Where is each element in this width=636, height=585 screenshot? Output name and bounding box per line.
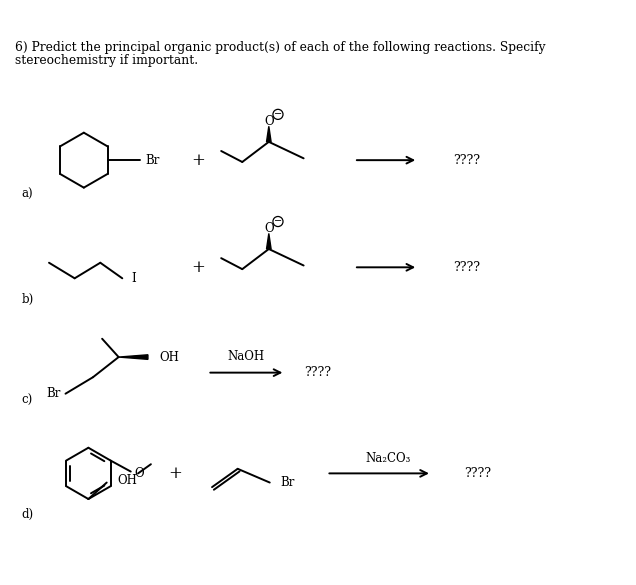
Text: OH: OH xyxy=(118,474,137,487)
Text: O: O xyxy=(264,222,273,235)
Text: Br: Br xyxy=(280,476,295,489)
Text: O: O xyxy=(134,467,144,480)
Text: ????: ???? xyxy=(453,261,480,274)
Text: −: − xyxy=(274,110,282,119)
Text: I: I xyxy=(132,272,136,285)
Text: −: − xyxy=(274,217,282,226)
Text: Br: Br xyxy=(145,154,160,167)
Text: NaOH: NaOH xyxy=(228,350,265,363)
Text: Na₂CO₃: Na₂CO₃ xyxy=(366,452,411,465)
Text: +: + xyxy=(191,152,205,168)
Text: ????: ???? xyxy=(464,467,491,480)
Polygon shape xyxy=(266,233,271,249)
Text: b): b) xyxy=(22,293,34,306)
Text: stereochemistry if important.: stereochemistry if important. xyxy=(15,54,198,67)
Text: Br: Br xyxy=(46,387,61,400)
Text: ????: ???? xyxy=(304,366,331,379)
Text: 6) Predict the principal organic product(s) of each of the following reactions. : 6) Predict the principal organic product… xyxy=(15,41,546,54)
Text: +: + xyxy=(191,259,205,276)
Text: a): a) xyxy=(22,188,33,201)
Text: O: O xyxy=(264,115,273,128)
Text: ????: ???? xyxy=(453,154,480,167)
Polygon shape xyxy=(119,355,148,359)
Text: OH: OH xyxy=(159,350,179,363)
Text: +: + xyxy=(169,465,183,482)
Text: d): d) xyxy=(22,508,34,521)
Polygon shape xyxy=(266,126,271,142)
Text: c): c) xyxy=(22,394,33,407)
